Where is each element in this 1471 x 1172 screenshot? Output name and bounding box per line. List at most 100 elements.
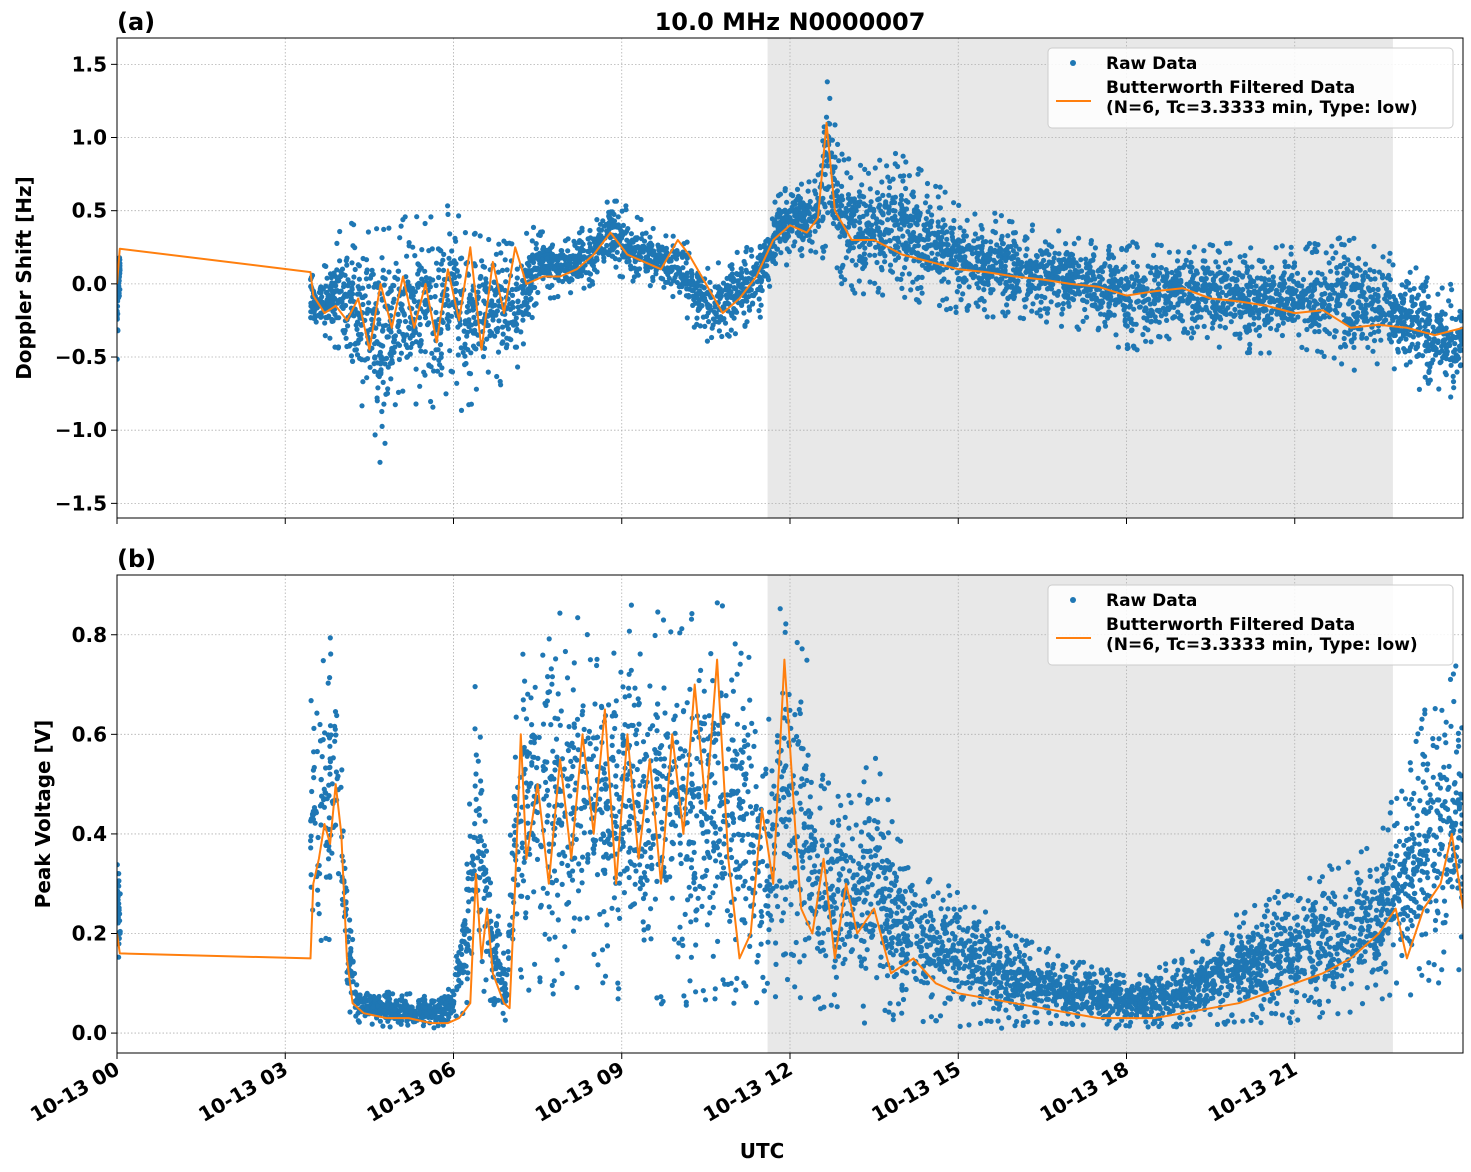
- raw-data-point: [630, 239, 636, 245]
- raw-data-point: [1042, 239, 1048, 245]
- raw-data-point: [1380, 254, 1386, 260]
- raw-data-point: [1351, 331, 1357, 337]
- raw-data-point: [960, 278, 966, 285]
- raw-data-point: [1002, 263, 1008, 269]
- raw-data-point: [1437, 360, 1443, 366]
- raw-data-point: [485, 369, 491, 375]
- raw-data-point: [898, 192, 905, 199]
- raw-data-point: [676, 284, 682, 290]
- raw-data-point: [935, 251, 941, 257]
- raw-data-point: [1092, 245, 1098, 251]
- raw-data-point: [992, 210, 998, 216]
- raw-data-point: [1044, 248, 1050, 254]
- raw-data-point: [1080, 318, 1086, 324]
- raw-data-point: [1367, 288, 1373, 294]
- raw-data-point: [1386, 310, 1392, 316]
- raw-data-point: [1421, 304, 1427, 310]
- raw-data-point: [402, 318, 409, 325]
- raw-data-point: [832, 154, 838, 160]
- raw-data-point: [320, 286, 326, 292]
- raw-data-point: [906, 271, 912, 277]
- raw-data-point: [454, 380, 460, 386]
- raw-data-point: [390, 299, 396, 305]
- raw-data-point: [587, 244, 594, 250]
- raw-data-point: [512, 319, 518, 326]
- raw-data-point: [1329, 296, 1335, 302]
- raw-data-point: [1299, 283, 1305, 289]
- raw-data-point: [842, 233, 848, 239]
- raw-data-point: [1406, 348, 1412, 354]
- raw-data-point: [653, 756, 659, 762]
- raw-data-point: [1186, 283, 1192, 289]
- raw-data-point: [605, 222, 611, 229]
- raw-data-point: [856, 278, 862, 284]
- raw-data-point: [1427, 377, 1433, 383]
- raw-data-point: [750, 300, 756, 306]
- raw-data-point: [705, 265, 711, 271]
- raw-data-point: [1005, 233, 1011, 239]
- raw-data-point: [650, 225, 656, 232]
- raw-data-point: [1189, 310, 1195, 316]
- raw-data-point: [837, 234, 843, 240]
- raw-data-point: [734, 291, 740, 297]
- raw-data-point: [538, 229, 544, 235]
- raw-data-point: [949, 260, 956, 266]
- raw-data-point: [320, 299, 326, 306]
- raw-data-point: [381, 356, 387, 362]
- raw-data-point: [998, 263, 1004, 269]
- raw-data-point: [865, 170, 872, 176]
- raw-data-point: [585, 236, 591, 242]
- raw-data-point: [1123, 322, 1129, 328]
- raw-data-point: [1424, 333, 1430, 339]
- raw-data-point: [647, 234, 653, 240]
- raw-data-point: [858, 963, 864, 969]
- raw-data-point: [1227, 291, 1233, 297]
- raw-data-point: [1189, 325, 1195, 331]
- raw-data-point: [1262, 322, 1268, 328]
- raw-data-point: [503, 279, 509, 285]
- raw-data-point: [806, 179, 812, 185]
- raw-data-point: [729, 310, 736, 316]
- raw-data-point: [1033, 259, 1039, 265]
- raw-data-point: [1350, 270, 1356, 276]
- raw-data-point: [322, 333, 328, 339]
- raw-data-point: [981, 281, 988, 287]
- raw-data-point: [619, 208, 625, 214]
- legend-label-filtered-line: (N=6, Tc=3.3333 min, Type: low): [1106, 98, 1418, 118]
- raw-data-point: [1452, 341, 1458, 347]
- raw-data-point: [892, 161, 898, 167]
- raw-data-point: [820, 214, 826, 220]
- raw-data-point: [1326, 302, 1332, 308]
- raw-data-point: [873, 220, 879, 226]
- raw-data-point: [1066, 303, 1072, 309]
- raw-data-point: [1075, 285, 1081, 291]
- raw-data-point: [1163, 297, 1169, 303]
- raw-data-point: [1200, 258, 1206, 264]
- raw-data-point: [484, 336, 490, 342]
- raw-data-point: [922, 222, 929, 228]
- raw-data-point: [940, 297, 946, 303]
- raw-data-point: [1329, 243, 1335, 249]
- raw-data-point: [777, 191, 784, 197]
- raw-data-point: [398, 350, 404, 356]
- raw-data-point: [578, 239, 585, 245]
- raw-data-point: [651, 248, 657, 254]
- raw-data-point: [1210, 283, 1216, 289]
- raw-data-point: [649, 242, 655, 248]
- raw-data-point: [1204, 334, 1210, 341]
- raw-data-point: [896, 226, 903, 232]
- y-tick-label: 0.0: [72, 272, 107, 296]
- raw-data-point: [399, 306, 405, 312]
- raw-data-point: [1267, 282, 1274, 288]
- raw-data-point: [1400, 333, 1406, 339]
- raw-data-point: [1435, 291, 1441, 297]
- raw-data-point: [1188, 335, 1195, 341]
- raw-data-point: [401, 312, 407, 318]
- raw-data-point: [386, 225, 392, 231]
- raw-data-point: [904, 219, 910, 225]
- raw-data-point: [1169, 269, 1175, 276]
- raw-data-point: [376, 321, 382, 327]
- raw-data-point: [571, 238, 577, 244]
- raw-data-point: [1038, 313, 1044, 319]
- raw-data-point: [1354, 282, 1360, 288]
